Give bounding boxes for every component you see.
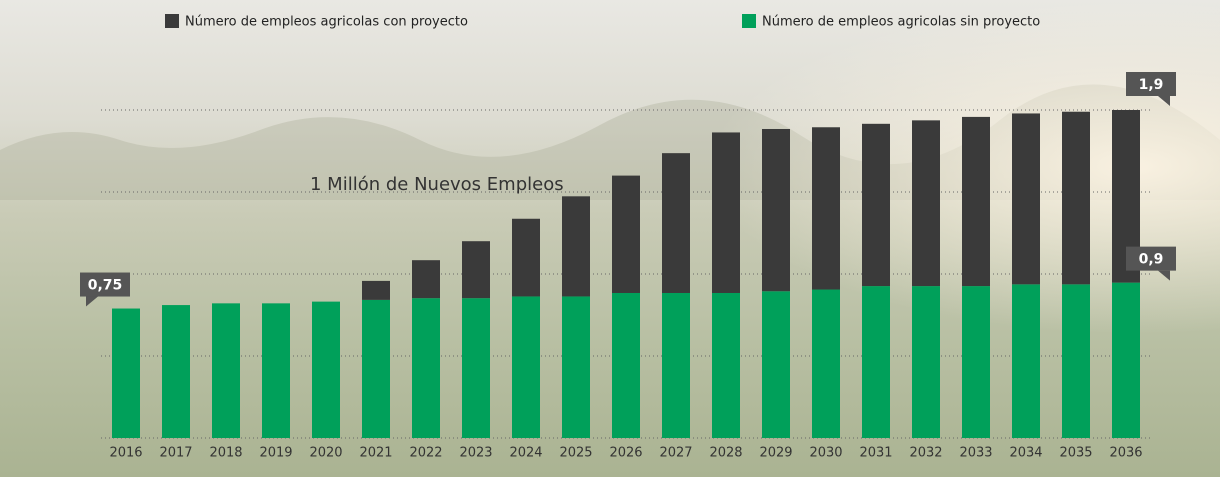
- bar-segment: [412, 298, 440, 438]
- x-tick-label: 2028: [709, 446, 742, 461]
- x-tick-label: 2017: [159, 446, 192, 461]
- x-tick-label: 2018: [209, 446, 242, 461]
- x-tick-label: 2025: [559, 446, 592, 461]
- bar-segment: [512, 296, 540, 438]
- x-tick-label: 2022: [409, 446, 442, 461]
- bar-segment: [112, 308, 140, 438]
- x-tick-label: 2027: [659, 446, 692, 461]
- bar-segment: [712, 132, 740, 293]
- bar-segment: [512, 218, 540, 297]
- legend-label: Número de empleos agricolas sin proyecto: [762, 15, 1040, 30]
- bar-segment: [562, 296, 590, 438]
- x-tick-label: 2032: [909, 446, 942, 461]
- bar-segment: [762, 128, 790, 292]
- x-tick-label: 2029: [759, 446, 792, 461]
- bar-segment: [462, 241, 490, 299]
- bar-segment: [212, 303, 240, 438]
- bar-segment: [362, 299, 390, 438]
- bar-segment: [812, 127, 840, 290]
- x-tick-label: 2023: [459, 446, 492, 461]
- bar-segment: [762, 291, 790, 438]
- x-tick-label: 2024: [509, 446, 542, 461]
- x-tick-label: 2020: [309, 446, 342, 461]
- bar-segment: [862, 286, 890, 438]
- bar-segment: [662, 292, 690, 438]
- callout-tail: [86, 296, 98, 307]
- total-label: 1,9: [1139, 77, 1164, 93]
- legend-swatch: [742, 14, 756, 28]
- x-tick-label: 2016: [109, 446, 142, 461]
- x-tick-label: 2033: [959, 446, 992, 461]
- bar-segment: [562, 196, 590, 297]
- callout-tail: [1158, 270, 1170, 281]
- x-tick-label: 2026: [609, 446, 642, 461]
- callout-box: [1126, 72, 1176, 96]
- callout-tail: [1158, 96, 1170, 106]
- x-tick-label: 2036: [1109, 446, 1142, 461]
- legend-label: Número de empleos agricolas con proyecto: [185, 15, 468, 30]
- bar-segment: [912, 120, 940, 287]
- bar-segment: [162, 305, 190, 438]
- bar-segment: [912, 286, 940, 438]
- bar-segment: [462, 298, 490, 438]
- bar-segment: [612, 175, 640, 293]
- bar-segment: [962, 286, 990, 438]
- data-label: 0,75: [88, 278, 123, 294]
- bar-segment: [362, 280, 390, 300]
- bar-segment: [312, 301, 340, 438]
- x-tick-label: 2019: [259, 446, 292, 461]
- x-tick-label: 2034: [1009, 446, 1042, 461]
- callout-box: [1126, 246, 1176, 271]
- annotation: 1 Millón de Nuevos Empleos: [310, 174, 564, 195]
- bar-segment: [862, 123, 890, 287]
- bar-segment: [1062, 111, 1090, 285]
- bar-segment: [962, 116, 990, 287]
- bar-segment: [412, 260, 440, 299]
- x-tick-label: 2030: [809, 446, 842, 461]
- data-label: 0,9: [1139, 252, 1164, 268]
- bar-segment: [812, 289, 840, 438]
- bar-segment: [1062, 284, 1090, 438]
- x-tick-label: 2031: [859, 446, 892, 461]
- x-tick-label: 2035: [1059, 446, 1092, 461]
- bar-segment: [1012, 284, 1040, 438]
- x-tick-label: 2021: [359, 446, 392, 461]
- bar-segment: [1112, 282, 1140, 438]
- bar-segment: [262, 303, 290, 438]
- bar-segment: [612, 292, 640, 438]
- callout-box: [80, 272, 130, 297]
- bar-segment: [712, 292, 740, 438]
- bar-segment: [662, 153, 690, 293]
- bar-segment: [1012, 113, 1040, 285]
- legend-swatch: [165, 14, 179, 28]
